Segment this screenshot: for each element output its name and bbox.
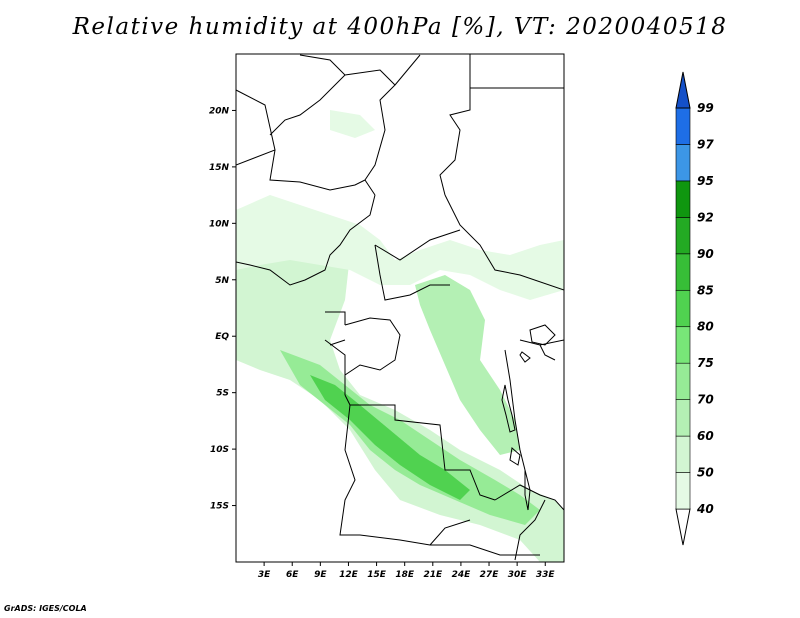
colorbar-segment [675,289,691,328]
colorbar-label: 85 [697,283,714,297]
humidity-area-sahel [330,110,375,138]
colorbar-segment [675,180,691,218]
colorbar-label: 70 [697,393,714,407]
lon-tick-label: 30E [508,570,528,580]
colorbar-segment [675,107,691,145]
lakes [501,324,556,511]
lon-tick-label: 6E [286,570,299,580]
colorbar-label: 50 [697,466,714,480]
lon-tick-label: 9E [314,570,327,580]
colorbar-segment [675,472,691,510]
map-frame [235,53,565,563]
colorbar-segment [675,399,691,437]
colorbar-label: 80 [697,320,714,334]
lon-tick-label: 15E [367,570,387,580]
latitude-axis: 20N 15N 10N 5N EQ 5S 10S 15S [209,106,236,512]
lat-tick-label: EQ [215,332,229,342]
grads-credit: GrADS: IGES/COLA [4,604,87,613]
lon-tick-label: 24E [452,570,472,580]
chart-title: Relative humidity at 400hPa [%], VT: 202… [72,14,728,40]
lon-tick-label: 21E [423,570,443,580]
humidity-area-east [415,275,520,455]
lat-tick-label: 10S [210,445,229,455]
colorbar-segment [675,326,691,364]
colorbar-segment [675,362,691,400]
colorbar-label: 75 [697,356,714,370]
lon-tick-label: 3E [258,570,271,580]
colorbar-label: 90 [697,247,714,261]
humidity-area-coast [236,200,564,562]
colorbar-min-triangle [675,508,691,546]
humidity-area-north [236,195,564,300]
lat-tick-label: 5N [215,276,229,286]
longitude-axis: 3E 6E 9E 12E 15E 18E 21E 24E 27E 30E 33E [258,562,556,580]
country-borders [236,54,564,561]
colorbar-label: 60 [697,429,714,443]
lat-tick-label: 5S [216,389,229,399]
colorbar-label: 99 [697,101,714,115]
colorbar-segment [675,217,691,255]
lat-tick-label: 15S [210,502,229,512]
lon-tick-label: 12E [339,570,359,580]
colorbar-label: 92 [697,210,714,224]
colorbar-segment [675,253,691,291]
colorbar-segment [675,435,691,473]
lon-tick-label: 27E [480,570,500,580]
colorbar: 40 50 60 70 75 80 85 90 92 95 97 99 [675,71,714,546]
lat-tick-label: 20N [209,106,230,116]
lat-tick-label: 15N [209,163,230,173]
lon-tick-label: 18E [395,570,415,580]
lat-tick-label: 10N [209,219,230,229]
lon-tick-label: 33E [536,570,556,580]
colorbar-label: 95 [697,174,714,188]
colorbar-label: 97 [697,137,714,151]
colorbar-label: 40 [696,502,714,516]
colorbar-segment [675,144,691,182]
colorbar-max-triangle [675,71,691,109]
